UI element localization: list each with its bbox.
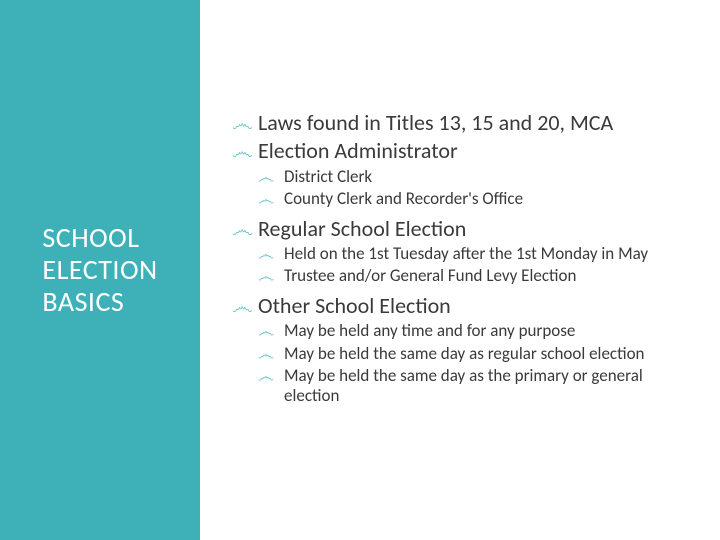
bullet-lvl2: ෴ May be held any time and for any purpo… [230,321,690,341]
bullet-lvl2: ෴ Held on the 1st Tuesday after the 1st … [230,244,690,264]
flourish-icon: ෴ [258,367,274,387]
sidebar: SCHOOL ELECTION BASICS [0,0,200,540]
bullet-lvl2: ෴ May be held the same day as the primar… [230,366,690,407]
bullet-lvl2: ෴ May be held the same day as regular sc… [230,344,690,364]
bullet-text: May be held the same day as the primary … [284,365,643,406]
bullet-lvl1: ෴ Other School Election [230,293,690,319]
sidebar-title-line3: BASICS [42,284,124,319]
flourish-icon: ෴ [232,294,253,320]
bullet-lvl2: ෴ County Clerk and Recorder's Office [230,189,690,209]
flourish-icon: ෴ [258,190,274,210]
sidebar-title-line2: ELECTION [42,252,157,287]
bullet-text: May be held the same day as regular scho… [284,343,644,364]
bullet-text: Regular School Election [258,215,466,242]
bullet-lvl1: ෴ Election Administrator [230,138,690,164]
bullet-text: Held on the 1st Tuesday after the 1st Mo… [284,243,648,264]
bullet-text: District Clerk [284,166,372,187]
sidebar-title-line1: SCHOOL [42,220,139,255]
bullet-text: May be held any time and for any purpose [284,320,575,341]
bullet-lvl1: ෴ Regular School Election [230,216,690,242]
bullet-text: Election Administrator [258,137,458,164]
bullet-text: Other School Election [258,292,451,319]
bullet-lvl1: ෴ Laws found in Titles 13, 15 and 20, MC… [230,110,690,136]
flourish-icon: ෴ [258,322,274,342]
flourish-icon: ෴ [232,217,253,243]
bullet-text: Trustee and/or General Fund Levy Electio… [284,265,576,286]
bullet-lvl2: ෴ District Clerk [230,167,690,187]
flourish-icon: ෴ [258,345,274,365]
flourish-icon: ෴ [232,111,253,137]
flourish-icon: ෴ [258,245,274,265]
flourish-icon: ෴ [232,139,253,165]
bullet-lvl2: ෴ Trustee and/or General Fund Levy Elect… [230,266,690,286]
bullet-text: Laws found in Titles 13, 15 and 20, MCA [258,109,613,136]
flourish-icon: ෴ [258,168,274,188]
flourish-icon: ෴ [258,267,274,287]
bullet-text: County Clerk and Recorder's Office [284,188,523,209]
content-area: ෴ Laws found in Titles 13, 15 and 20, MC… [200,0,720,540]
sidebar-title: SCHOOL ELECTION BASICS [42,222,157,319]
slide: SCHOOL ELECTION BASICS ෴ Laws found in T… [0,0,720,540]
